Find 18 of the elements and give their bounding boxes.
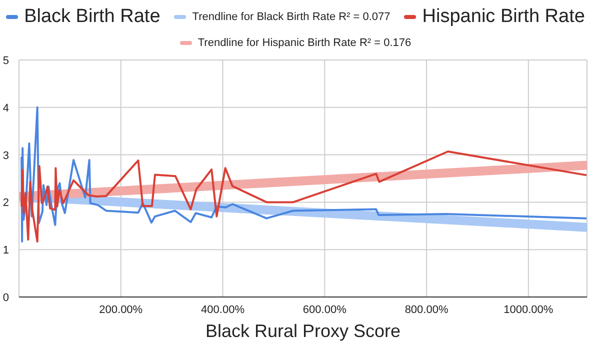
y-tick-label: 5 (2, 55, 9, 67)
y-tick-label: 3 (2, 150, 9, 162)
x-tick-label: 1000.00% (504, 304, 554, 316)
y-tick-label: 4 (2, 102, 9, 114)
y-tick-label: 0 (2, 292, 9, 304)
line-series (20, 106, 587, 243)
x-tick-label: 800.00% (404, 304, 448, 316)
legend-label: Hispanic Birth Rate (422, 6, 585, 28)
legend-label: Trendline for Hispanic Birth Rate R² = 0.176 (198, 37, 412, 49)
x-axis-title: Black Rural Proxy Score (205, 321, 401, 341)
line-series (20, 150, 587, 243)
legend-label: Trendline for Black Birth Rate R² = 0.077 (192, 11, 390, 23)
x-tick-label: 600.00% (302, 304, 347, 316)
x-tick-label: 400.00% (201, 304, 245, 316)
y-tick-label: 1 (2, 244, 9, 257)
y-tick-label: 2 (2, 197, 9, 210)
x-tick-label: 200.00% (99, 304, 143, 316)
legend-label: Black Birth Rate (24, 6, 160, 28)
